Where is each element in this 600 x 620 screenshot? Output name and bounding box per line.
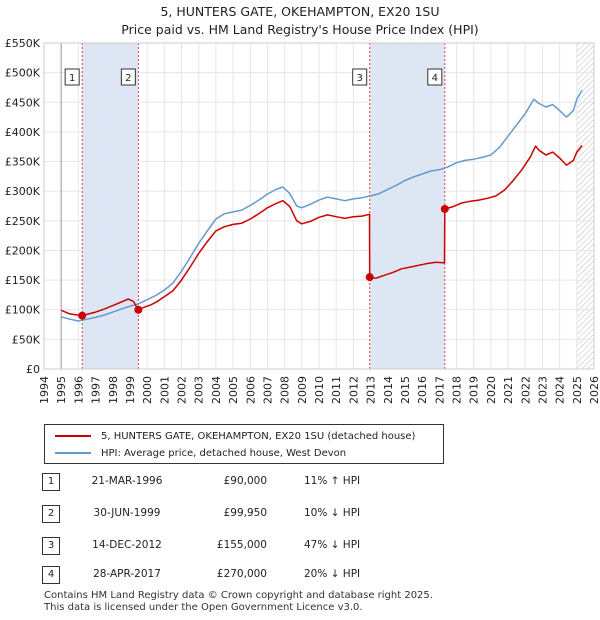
table-row: 1 21-MAR-1996 £90,000 11% ↑ HPI: [42, 473, 442, 493]
sale-date: 14-DEC-2012: [92, 539, 162, 551]
x-tick-label: 2008: [279, 376, 292, 404]
x-tick-label: 2020: [485, 376, 498, 404]
x-tick-label: 2012: [347, 376, 360, 404]
x-tick-label: 2010: [313, 376, 326, 404]
x-tick-label: 2016: [416, 376, 429, 404]
subtitle-line: Price paid vs. HM Land Registry's House …: [121, 22, 479, 37]
x-tick-label: 2023: [536, 376, 549, 404]
sale-label-box: [352, 68, 368, 86]
x-tick-label: 2024: [554, 376, 567, 404]
y-tick-label: £50K: [12, 333, 41, 346]
sale-label-number: 4: [432, 73, 438, 84]
chart-title: 5, HUNTERS GATE, OKEHAMPTON, EX20 1SU Pr…: [0, 3, 600, 39]
x-tick-label: 2003: [193, 376, 206, 404]
plot-border: [43, 42, 595, 370]
x-tick-label: 2006: [244, 376, 257, 404]
y-tick-label: £0: [26, 363, 40, 376]
legend-item-property: 5, HUNTERS GATE, OKEHAMPTON, EX20 1SU (d…: [55, 429, 415, 443]
x-tick-label: 2009: [296, 376, 309, 404]
x-tick-label: 1995: [55, 376, 68, 404]
x-tick-label: 2004: [210, 376, 223, 404]
sale-label-number: 3: [357, 73, 363, 84]
x-tick-label: 2011: [330, 376, 343, 404]
series-line-hpi: [60, 90, 583, 322]
legend-item-hpi: HPI: Average price, detached house, West…: [55, 446, 346, 460]
sale-point: [440, 204, 449, 213]
x-tick-label: 2026: [588, 376, 600, 404]
x-tick-label: 2013: [365, 376, 378, 404]
table-row: 4 28-APR-2017 £270,000 20% ↓ HPI: [42, 566, 442, 586]
y-tick-label: £400K: [5, 126, 41, 139]
table-row: 2 30-JUN-1999 £99,950 10% ↓ HPI: [42, 505, 442, 525]
x-tick-label: 1997: [90, 376, 103, 404]
x-tick-label: 1994: [38, 376, 51, 404]
x-tick-label: 2014: [382, 376, 395, 404]
sale-label-number: 1: [69, 73, 75, 84]
sale-price: £155,000: [216, 539, 267, 551]
sale-hpi-diff: 11% ↑ HPI: [304, 475, 361, 487]
shaded-period: [369, 43, 445, 369]
x-tick-label: 1998: [107, 376, 120, 404]
legend-label-hpi: HPI: Average price, detached house, West…: [101, 447, 347, 459]
chart: 1 2 3 4 £0 £50K £100K £150K £200K £250K £300K £350K…: [5, 37, 600, 404]
footer-copyright: Contains HM Land Registry data © Crown c…: [44, 590, 433, 601]
sale-price: £90,000: [223, 475, 267, 487]
sale-price: £270,000: [216, 568, 267, 580]
title-line: 5, HUNTERS GATE, OKEHAMPTON, EX20 1SU: [160, 4, 440, 19]
y-tick-label: £450K: [5, 96, 41, 109]
x-tick-label: 2025: [571, 376, 584, 404]
legend-swatch-blue: [55, 452, 91, 454]
x-tick-label: 2002: [176, 376, 189, 404]
sale-label-box: [427, 68, 443, 86]
sale-price: £99,950: [223, 507, 267, 519]
sale-number-badge: 1: [42, 473, 60, 491]
y-tick-label: £150K: [5, 274, 41, 287]
x-tick-label: 2018: [451, 376, 464, 404]
footer: Contains HM Land Registry data © Crown c…: [44, 590, 433, 614]
sale-number-badge: 2: [42, 505, 60, 523]
x-tick-label: 1996: [72, 376, 85, 404]
y-tick-label: £550K: [5, 37, 41, 50]
table-row: 3 14-DEC-2012 £155,000 47% ↓ HPI: [42, 537, 442, 557]
y-tick-label: £300K: [5, 185, 41, 198]
sale-label-box: [120, 68, 136, 86]
y-tick-label: £200K: [5, 244, 41, 257]
x-tick-label: 2022: [519, 376, 532, 404]
y-tick-label: £250K: [5, 215, 41, 228]
sale-point: [134, 305, 143, 314]
legend-label-property: 5, HUNTERS GATE, OKEHAMPTON, EX20 1SU (d…: [101, 430, 416, 442]
sale-point: [365, 273, 374, 282]
x-tick-label: 2001: [158, 376, 171, 404]
sale-label-box: [64, 68, 80, 86]
y-tick-label: £500K: [5, 67, 41, 80]
shaded-period: [82, 43, 139, 369]
sale-date: 28-APR-2017: [93, 568, 161, 580]
sale-hpi-diff: 20% ↓ HPI: [304, 568, 361, 580]
sale-point: [78, 311, 87, 320]
y-tick-label: £350K: [5, 156, 41, 169]
x-tick-label: 2007: [261, 376, 274, 404]
x-tick-label: 2021: [502, 376, 515, 404]
sale-hpi-diff: 47% ↓ HPI: [304, 539, 361, 551]
x-tick-label: 2000: [141, 376, 154, 404]
legend-swatch-red: [55, 435, 91, 437]
sale-number-badge: 3: [42, 537, 60, 555]
future-hatch: [576, 43, 594, 369]
y-tick-label: £100K: [5, 304, 41, 317]
sale-label-number: 2: [125, 73, 131, 84]
x-tick-label: 2015: [399, 376, 412, 404]
x-tick-label: 1999: [124, 376, 137, 404]
x-tick-label: 2017: [433, 376, 446, 404]
sale-number-badge: 4: [42, 566, 60, 584]
sale-date: 30-JUN-1999: [93, 507, 161, 519]
x-tick-label: 2005: [227, 376, 240, 404]
legend: 5, HUNTERS GATE, OKEHAMPTON, EX20 1SU (d…: [44, 424, 444, 464]
sale-hpi-diff: 10% ↓ HPI: [304, 507, 361, 519]
x-tick-label: 2019: [468, 376, 481, 404]
sale-date: 21-MAR-1996: [91, 475, 163, 487]
footer-licence: This data is licensed under the Open Gov…: [44, 602, 363, 613]
